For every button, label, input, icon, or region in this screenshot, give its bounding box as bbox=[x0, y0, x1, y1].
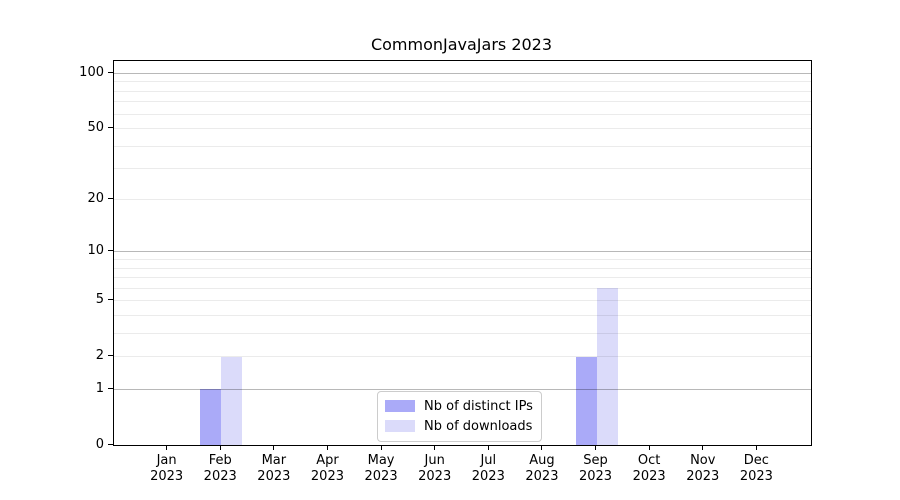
y-tick-mark bbox=[108, 299, 113, 301]
x-tick-mark bbox=[702, 445, 704, 450]
major-gridline bbox=[114, 73, 811, 75]
x-axis-tick-label: Oct 2023 bbox=[632, 453, 666, 484]
x-axis-tick-label: Dec 2023 bbox=[739, 453, 773, 484]
x-axis-tick-label: Aug 2023 bbox=[525, 453, 559, 484]
bar-distinct-ips bbox=[575, 356, 597, 445]
x-tick-mark bbox=[273, 445, 275, 450]
minor-gridline bbox=[114, 332, 811, 334]
x-tick-mark bbox=[648, 445, 650, 450]
minor-gridline bbox=[114, 128, 811, 130]
minor-gridline bbox=[114, 300, 811, 302]
y-tick-mark bbox=[108, 198, 113, 200]
minor-gridline bbox=[114, 81, 811, 83]
y-axis-tick-label: 100 bbox=[79, 65, 104, 81]
minor-gridline bbox=[114, 277, 811, 279]
x-tick-mark bbox=[166, 445, 168, 450]
x-axis-tick-label: Jun 2023 bbox=[418, 453, 452, 484]
bar-distinct-ips bbox=[200, 389, 222, 445]
x-tick-mark bbox=[487, 445, 489, 450]
x-axis-tick-label: Mar 2023 bbox=[257, 453, 291, 484]
y-tick-mark bbox=[108, 127, 113, 129]
minor-gridline bbox=[114, 199, 811, 201]
minor-gridline bbox=[114, 356, 811, 358]
x-axis-tick-label: Jan 2023 bbox=[150, 453, 184, 484]
minor-gridline bbox=[114, 101, 811, 103]
y-tick-mark bbox=[108, 250, 113, 252]
legend-item-downloads: Nb of downloads bbox=[385, 417, 533, 435]
y-axis-tick-label: 5 bbox=[95, 292, 104, 308]
bar-downloads bbox=[596, 288, 618, 445]
x-tick-mark bbox=[755, 445, 757, 450]
legend-item-distinct-ips: Nb of distinct IPs bbox=[385, 397, 533, 415]
minor-gridline bbox=[114, 145, 811, 147]
x-tick-mark bbox=[326, 445, 328, 450]
y-tick-mark bbox=[108, 72, 113, 74]
minor-gridline bbox=[114, 168, 811, 170]
legend: Nb of distinct IPs Nb of downloads bbox=[377, 391, 542, 442]
y-axis-tick-label: 2 bbox=[95, 348, 104, 364]
y-tick-mark bbox=[108, 387, 113, 389]
legend-swatch-downloads bbox=[385, 420, 415, 432]
minor-gridline bbox=[114, 267, 811, 269]
y-axis-tick-label: 50 bbox=[87, 120, 104, 136]
y-tick-mark bbox=[108, 443, 113, 445]
x-axis-tick-label: Nov 2023 bbox=[686, 453, 720, 484]
minor-gridline bbox=[114, 259, 811, 261]
x-tick-mark bbox=[595, 445, 597, 450]
bar-downloads bbox=[221, 356, 243, 445]
y-axis-tick-label: 10 bbox=[87, 243, 104, 259]
x-axis-tick-label: Jul 2023 bbox=[471, 453, 505, 484]
x-tick-mark bbox=[434, 445, 436, 450]
y-axis-tick-label: 1 bbox=[95, 380, 104, 396]
x-axis-tick-label: Sep 2023 bbox=[578, 453, 613, 484]
plot-area bbox=[113, 60, 812, 446]
legend-label-downloads: Nb of downloads bbox=[424, 418, 533, 434]
minor-gridline bbox=[114, 287, 811, 289]
legend-label-distinct-ips: Nb of distinct IPs bbox=[424, 398, 533, 414]
y-axis-tick-label: 20 bbox=[87, 191, 104, 207]
minor-gridline bbox=[114, 90, 811, 92]
minor-gridline bbox=[114, 314, 811, 316]
x-tick-mark bbox=[380, 445, 382, 450]
legend-swatch-distinct-ips bbox=[385, 400, 415, 412]
y-tick-mark bbox=[108, 355, 113, 357]
minor-gridline bbox=[114, 113, 811, 115]
x-axis-tick-label: Apr 2023 bbox=[310, 453, 344, 484]
major-gridline bbox=[114, 388, 811, 390]
x-axis-tick-label: Feb 2023 bbox=[203, 453, 237, 484]
major-gridline bbox=[114, 251, 811, 253]
x-tick-mark bbox=[219, 445, 221, 450]
y-axis-tick-label: 0 bbox=[95, 436, 104, 452]
x-axis-tick-label: May 2023 bbox=[364, 453, 398, 484]
chart-title: CommonJavaJars 2023 bbox=[370, 35, 553, 54]
x-tick-mark bbox=[541, 445, 543, 450]
